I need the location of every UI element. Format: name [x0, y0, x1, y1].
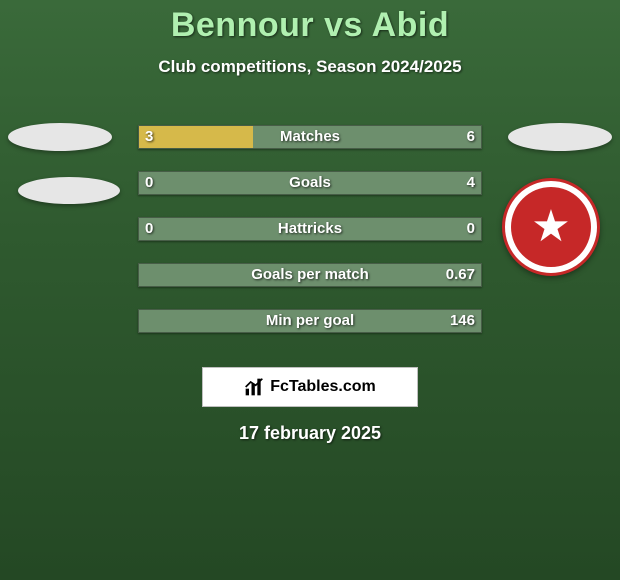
stat-label: Min per goal [139, 312, 481, 329]
bar-track: 0 0Hattricks [138, 217, 482, 241]
stat-value-right: 146 [450, 312, 475, 329]
stats-section: 36Matches04Goals00Hattricks0.67Goals per… [0, 115, 620, 345]
bar-track: 0 4Goals [138, 171, 482, 195]
stat-value-right: 0.67 [446, 266, 475, 283]
brand-text: FcTables.com [270, 378, 376, 396]
stat-label: Goals [139, 174, 481, 191]
page-title: Bennour vs Abid [0, 6, 620, 45]
vs-text: vs [324, 6, 363, 44]
stat-value-left: 3 [145, 128, 153, 145]
stat-value-left: 0 [145, 220, 153, 237]
date-text: 17 february 2025 [0, 423, 620, 444]
stat-row: 0.67Goals per match [0, 253, 620, 299]
stat-row: 36Matches [0, 115, 620, 161]
stat-row: 0 4Goals [0, 161, 620, 207]
stat-label: Goals per match [139, 266, 481, 283]
infographic-container: Bennour vs Abid Club competitions, Seaso… [0, 0, 620, 580]
stat-row: 0 0Hattricks [0, 207, 620, 253]
bar-track: 0.67Goals per match [138, 263, 482, 287]
bar-track: 36Matches [138, 125, 482, 149]
bar-fill-left [139, 126, 253, 148]
stat-row: 146Min per goal [0, 299, 620, 345]
subtitle: Club competitions, Season 2024/2025 [0, 57, 620, 77]
stat-value-right: 6 [467, 128, 475, 145]
stat-value-right: 4 [467, 174, 475, 191]
bar-track: 146Min per goal [138, 309, 482, 333]
stat-value-left: 0 [145, 174, 153, 191]
brand-box: FcTables.com [202, 367, 418, 407]
stat-label: Hattricks [139, 220, 481, 237]
player1-name: Bennour [171, 6, 314, 44]
player2-name: Abid [372, 6, 450, 44]
chart-icon [244, 377, 264, 397]
stat-value-right: 0 [467, 220, 475, 237]
